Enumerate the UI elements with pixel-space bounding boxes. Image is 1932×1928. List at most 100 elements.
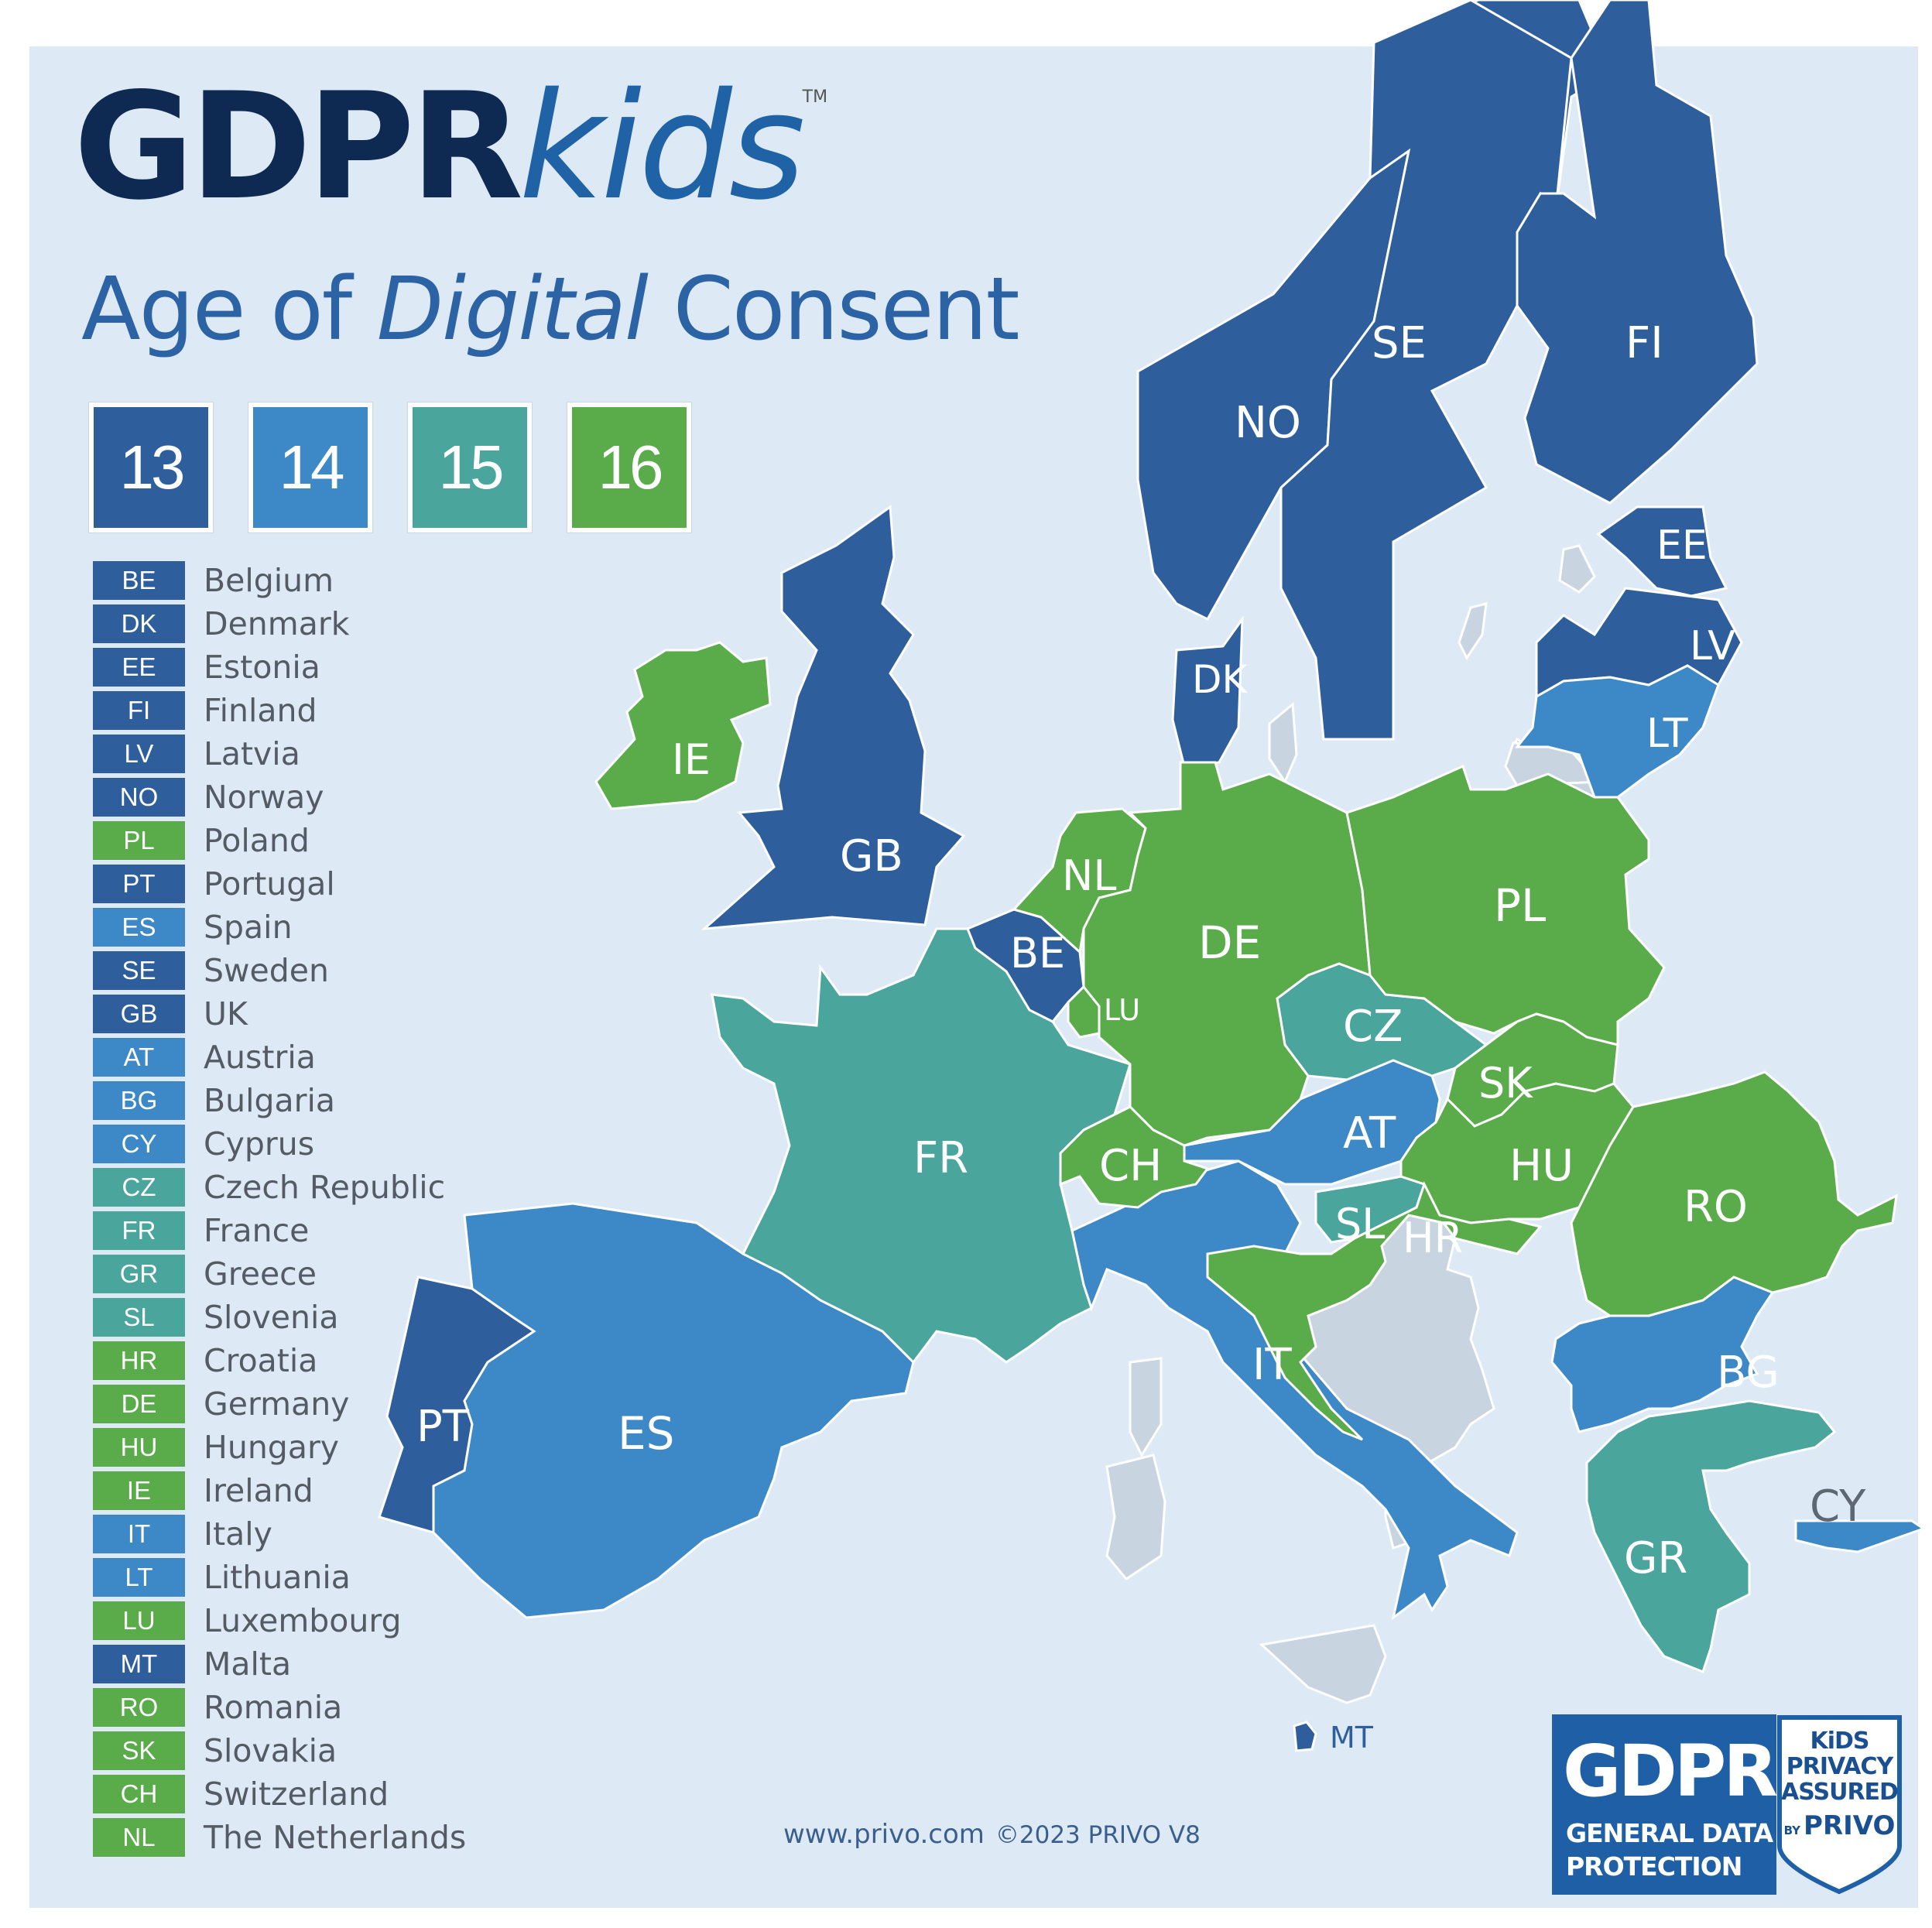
legend-row: LU Luxembourg [93,1599,466,1642]
legend-country-name: Switzerland [204,1776,389,1813]
country-DK [1171,615,1244,768]
shield-line2: PRIVACY [1786,1753,1893,1780]
legend-country-name: Norway [204,779,324,816]
footer-url[interactable]: www.privo.com [783,1819,985,1850]
shield-line1: KiDS [1810,1728,1869,1755]
legend-code: CH [93,1775,185,1813]
legend-country-name: Malta [204,1645,292,1683]
legend-row: PL Poland [93,819,466,862]
label-RO: RO [1684,1182,1748,1232]
legend-code: LT [93,1558,185,1597]
legend-code: CZ [93,1168,185,1207]
legend-code: NO [93,778,185,817]
legend-code: MT [93,1645,185,1683]
brand-gdpr: GDPR [74,61,523,232]
legend-code: IE [93,1471,185,1510]
legend-row: HU Hungary [93,1426,466,1469]
legend-code: PL [93,821,185,860]
legend-country-name: Poland [204,822,310,859]
country-IT [1070,1159,1519,1621]
legend-code: FR [93,1211,185,1250]
map-labels: NO SE FI EE LV LT DK IE GB NL BE LU DE P… [416,318,1866,1755]
region-sardinia [1105,1454,1166,1580]
label-NL: NL [1062,851,1116,900]
legend-row: PT Portugal [93,862,466,906]
badge-gdpr: GDPR [1563,1730,1778,1813]
country-legend: BE Belgium DK Denmark EE Estonia FI Finland LV La… [93,559,466,1859]
legend-row: HR Croatia [93,1339,466,1382]
footer: www.privo.com ©2023 PRIVO V8 [783,1819,1201,1850]
legend-code: PT [93,865,185,903]
age-16-regions [594,641,1898,1441]
label-AT: AT [1343,1108,1396,1159]
page-title: Age of Digital Consent [81,259,1019,360]
label-SE: SE [1372,318,1427,368]
legend-country-name: Belgium [204,562,334,599]
legend-row: MT Malta [93,1642,466,1686]
legend-country-name: Croatia [204,1342,318,1379]
legend-country-name: Slovakia [204,1732,337,1769]
legend-country-name: Germany [204,1385,350,1423]
legend-country-name: Denmark [204,605,350,642]
legend-country-name: Slovenia [204,1299,339,1336]
label-IT: IT [1252,1340,1293,1390]
legend-row: SK Slovakia [93,1729,466,1772]
legend-country-name: Greece [204,1255,317,1293]
country-RO [1570,1070,1898,1317]
legend-code: DK [93,604,185,643]
legend-row: AT Austria [93,1036,466,1079]
legend-row: GB UK [93,992,466,1036]
legend-code: AT [93,1038,185,1077]
legend-country-name: Bulgaria [204,1082,336,1119]
label-HU: HU [1509,1141,1574,1191]
legend-country-name: Czech Republic [204,1169,446,1206]
label-LV: LV [1690,623,1735,669]
country-CY [1794,1519,1927,1553]
legend-code: BE [93,561,185,600]
legend-row: LV Latvia [93,732,466,776]
region-gotland [1458,602,1488,660]
legend-row: ES Spain [93,906,466,949]
badge-line2: PROTECTION [1566,1851,1742,1882]
legend-code: FI [93,691,185,730]
brand-tm: TM [802,87,828,107]
age-key-row: 13 14 15 16 [89,402,691,533]
legend-code: SL [93,1298,185,1337]
legend-row: NL The Netherlands [93,1816,466,1859]
label-BE: BE [1010,929,1065,978]
legend-row: SE Sweden [93,949,466,992]
legend-country-name: Portugal [204,865,335,902]
legend-row: FR France [93,1209,466,1252]
label-DK: DK [1192,657,1249,702]
country-SE [1279,0,1573,741]
label-CH: CH [1099,1141,1162,1191]
legend-code: RO [93,1688,185,1727]
legend-country-name: Spain [204,909,293,946]
legend-code: SE [93,951,185,990]
legend-row: LT Lithuania [93,1556,466,1599]
label-HR: HR [1403,1214,1463,1262]
region-aland [1558,544,1596,594]
badge-left-panel: GDPR GENERAL DATA PROTECTION [1552,1714,1778,1895]
legend-code: LV [93,735,185,773]
region-corsica [1129,1357,1163,1458]
region-bornholm [1268,701,1298,785]
country-GR [1585,1399,1837,1673]
legend-code: IT [93,1515,185,1553]
legend-code: CY [93,1125,185,1163]
label-SK: SK [1478,1059,1533,1108]
label-NO: NO [1235,398,1301,448]
legend-row: EE Estonia [93,646,466,689]
legend-row: IE Ireland [93,1469,466,1512]
label-LU: LU [1104,993,1140,1027]
label-CY: CY [1810,1481,1866,1532]
legend-country-name: Italy [204,1515,272,1553]
legend-country-name: France [204,1212,310,1249]
legend-code: LU [93,1601,185,1640]
legend-row: FI Finland [93,689,466,732]
label-EE: EE [1656,522,1708,569]
legend-country-name: Hungary [204,1429,340,1466]
legend-code: GB [93,995,185,1033]
shield-line3: ASSURED [1781,1779,1899,1806]
country-GB [701,505,966,930]
